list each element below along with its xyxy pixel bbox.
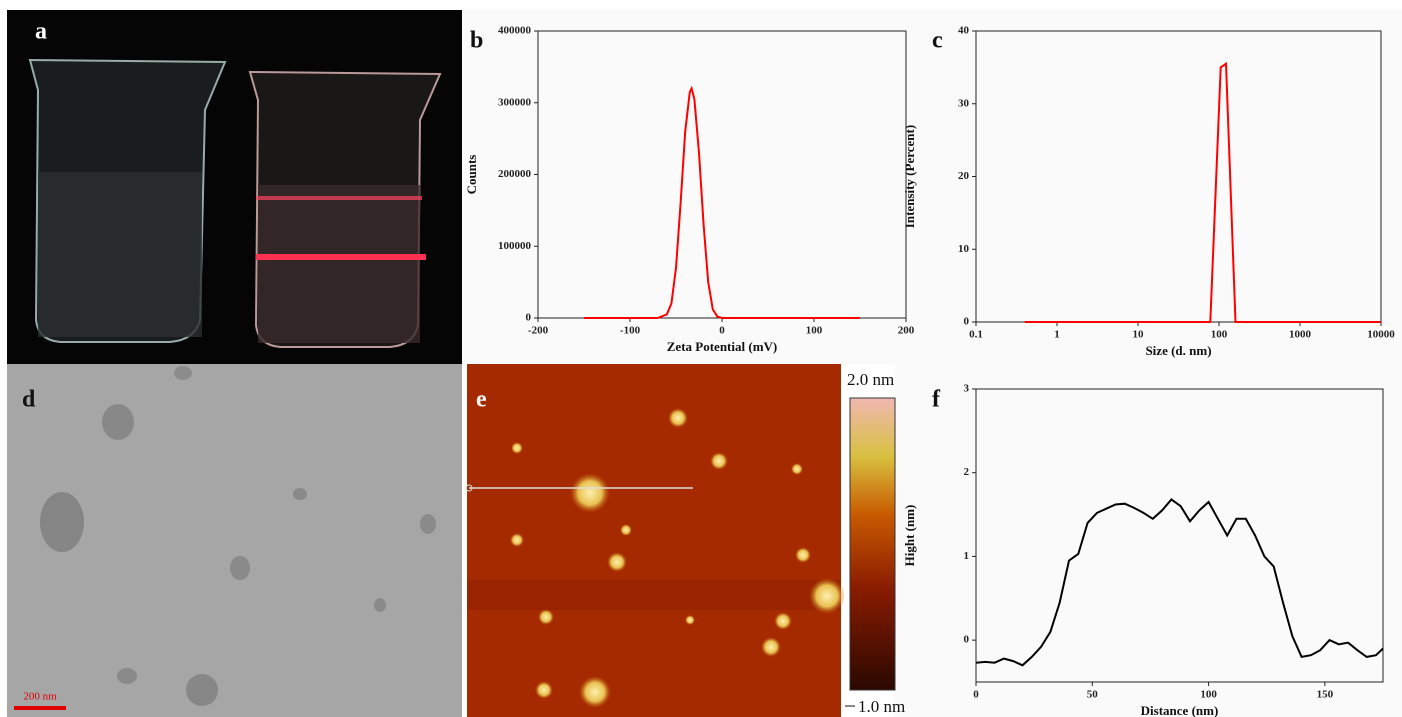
- data-line: [975, 498, 1384, 667]
- y-axis-title: Intensity (Percent): [902, 125, 917, 228]
- plot-frame: [975, 388, 1384, 683]
- x-tick-label: 50: [1087, 689, 1099, 701]
- panel-label: d: [22, 387, 36, 413]
- y-tick-label: 3: [964, 383, 970, 395]
- x-tick-label: 100: [1200, 689, 1217, 701]
- x-tick-label: -200: [528, 325, 549, 337]
- x-axis-title: Distance (nm): [1141, 703, 1219, 717]
- x-tick-label: 100: [1211, 329, 1228, 341]
- x-axis-title: Size (d. nm): [1145, 343, 1211, 358]
- scale-bar-label: 200 nm: [23, 691, 57, 703]
- y-tick-label: 0: [964, 316, 970, 328]
- y-tick-label: 20: [958, 170, 970, 182]
- y-tick-label: 2: [964, 466, 970, 478]
- x-tick-label: 0.1: [969, 329, 983, 341]
- colorbar-max: 2.0 nm: [847, 370, 894, 389]
- photo: a: [7, 10, 462, 364]
- panel-label: c: [932, 28, 943, 54]
- y-tick-label: 40: [958, 25, 970, 37]
- y-tick-label: 100000: [498, 240, 532, 252]
- plot-frame: [975, 30, 1382, 323]
- tem-image: 200 nm d: [7, 364, 462, 717]
- panel-label: f: [932, 387, 941, 413]
- y-tick-label: 400000: [498, 25, 532, 37]
- y-tick-label: 0: [526, 312, 532, 324]
- y-tick-label: 200000: [498, 168, 532, 180]
- data-line: [584, 85, 860, 319]
- afm-image: e 2.0 nm 1.0 nm: [465, 364, 905, 717]
- panel-label: a: [35, 19, 47, 45]
- x-tick-label: 0: [973, 689, 979, 701]
- data-line: [1024, 61, 1381, 323]
- x-tick-label: 10: [1133, 329, 1145, 341]
- x-tick-label: 150: [1317, 689, 1334, 701]
- x-tick-label: 100: [806, 325, 823, 337]
- panel-label: e: [476, 387, 487, 413]
- colorbar-min: 1.0 nm: [858, 697, 905, 716]
- x-axis-title: Zeta Potential (mV): [667, 339, 777, 354]
- y-tick-label: 30: [958, 97, 970, 109]
- y-axis-title: Counts: [464, 155, 479, 195]
- x-tick-label: 1: [1054, 329, 1060, 341]
- y-tick-label: 1: [964, 550, 970, 562]
- y-tick-label: 0: [964, 634, 970, 646]
- x-tick-label: -100: [620, 325, 641, 337]
- x-tick-label: 0: [719, 325, 725, 337]
- panel-label: b: [470, 28, 483, 54]
- x-tick-label: 200: [898, 325, 915, 337]
- x-tick-label: 10000: [1367, 329, 1395, 341]
- plot-frame: [537, 30, 907, 319]
- y-tick-label: 10: [958, 243, 970, 255]
- x-tick-label: 1000: [1289, 329, 1312, 341]
- y-tick-label: 300000: [498, 96, 532, 108]
- y-axis-title: Hight (nm): [902, 505, 917, 567]
